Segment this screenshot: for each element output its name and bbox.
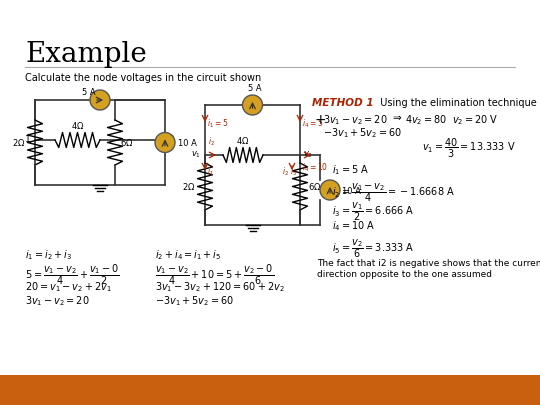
Circle shape xyxy=(320,180,340,200)
Text: $-3v_1 + 5v_2 = 60$: $-3v_1 + 5v_2 = 60$ xyxy=(323,126,402,140)
Circle shape xyxy=(90,90,110,110)
Text: $v_2$: $v_2$ xyxy=(303,150,313,160)
Text: Calculate the node voltages in the circuit shown: Calculate the node voltages in the circu… xyxy=(25,73,261,83)
Text: +: + xyxy=(314,113,326,127)
Text: Example: Example xyxy=(25,41,147,68)
Text: 5 A: 5 A xyxy=(248,84,261,93)
Text: The fact that i2 is negative shows that the current flows in the: The fact that i2 is negative shows that … xyxy=(317,259,540,268)
Text: $\dfrac{v_1 - v_2}{4} + 10 = 5 + \dfrac{v_2 - 0}{6}$: $\dfrac{v_1 - v_2}{4} + 10 = 5 + \dfrac{… xyxy=(155,262,274,287)
Circle shape xyxy=(242,95,262,115)
Text: 2$\Omega$: 2$\Omega$ xyxy=(11,137,25,148)
Text: $i_2 = \dfrac{v_1 - v_2}{4} = -1.6668$ A: $i_2 = \dfrac{v_1 - v_2}{4} = -1.6668$ A xyxy=(332,181,455,204)
Text: $3v_1 - 3v_2 + 120 = 60 + 2v_2$: $3v_1 - 3v_2 + 120 = 60 + 2v_2$ xyxy=(155,280,285,294)
Text: 4$\Omega$: 4$\Omega$ xyxy=(71,120,84,131)
Text: 5 A: 5 A xyxy=(82,88,96,97)
Text: 1: 1 xyxy=(25,136,31,145)
Text: 6$\Omega$: 6$\Omega$ xyxy=(308,181,321,192)
Text: 10 A: 10 A xyxy=(342,186,361,196)
Text: METHOD 1: METHOD 1 xyxy=(312,98,374,108)
Text: $i_2$: $i_2$ xyxy=(208,136,215,148)
Text: $i_2 + i_4 = i_1 + i_5$: $i_2 + i_4 = i_1 + i_5$ xyxy=(155,248,221,262)
Bar xyxy=(0,375,540,405)
Text: $i_4 = 10$ A: $i_4 = 10$ A xyxy=(332,219,375,233)
Text: $v_1 = \dfrac{40}{3} = 13.333$ V: $v_1 = \dfrac{40}{3} = 13.333$ V xyxy=(422,137,516,160)
Text: Using the elimination technique: Using the elimination technique xyxy=(374,98,537,108)
Text: $i_4=10$: $i_4=10$ xyxy=(302,161,328,173)
Text: $i_1=5$: $i_1=5$ xyxy=(207,118,228,130)
Text: $20 = v_1 - v_2 + 2v_1$: $20 = v_1 - v_2 + 2v_1$ xyxy=(25,280,112,294)
Text: $i_1$: $i_1$ xyxy=(207,166,214,179)
Text: $v_2 = 20$ V: $v_2 = 20$ V xyxy=(452,113,498,127)
Text: $3v_1 - v_2 = 20$: $3v_1 - v_2 = 20$ xyxy=(323,113,388,127)
Text: $i_2\ i_5$: $i_2\ i_5$ xyxy=(282,166,297,179)
Text: $i_3 = \dfrac{v_1}{2} = 6.666$ A: $i_3 = \dfrac{v_1}{2} = 6.666$ A xyxy=(332,200,415,223)
Text: direction opposite to the one assumed: direction opposite to the one assumed xyxy=(317,270,492,279)
Text: 2$\Omega$: 2$\Omega$ xyxy=(181,181,195,192)
Text: 6$\Omega$: 6$\Omega$ xyxy=(120,137,133,148)
Text: $v_1$: $v_1$ xyxy=(191,150,201,160)
Text: 10 A: 10 A xyxy=(178,139,197,148)
Text: $3v_1 - v_2 = 20$: $3v_1 - v_2 = 20$ xyxy=(25,294,90,308)
Text: $i_4=5$: $i_4=5$ xyxy=(302,118,323,130)
Text: $\Rightarrow$: $\Rightarrow$ xyxy=(390,113,402,123)
Circle shape xyxy=(155,132,175,153)
Text: $5 = \dfrac{v_1 - v_2}{4} + \dfrac{v_1 - 0}{2}$: $5 = \dfrac{v_1 - v_2}{4} + \dfrac{v_1 -… xyxy=(25,262,120,287)
Text: $i_5 = \dfrac{v_2}{6} = 3.333$ A: $i_5 = \dfrac{v_2}{6} = 3.333$ A xyxy=(332,237,415,260)
Text: 2: 2 xyxy=(168,136,174,145)
Text: $i_1 = 5$ A: $i_1 = 5$ A xyxy=(332,163,369,177)
Text: 4$\Omega$: 4$\Omega$ xyxy=(237,135,249,146)
Text: $4v_2 = 80$: $4v_2 = 80$ xyxy=(405,113,447,127)
Text: $i_1 = i_2 + i_3$: $i_1 = i_2 + i_3$ xyxy=(25,248,72,262)
Text: $-3v_1 + 5v_2 = 60$: $-3v_1 + 5v_2 = 60$ xyxy=(155,294,234,308)
